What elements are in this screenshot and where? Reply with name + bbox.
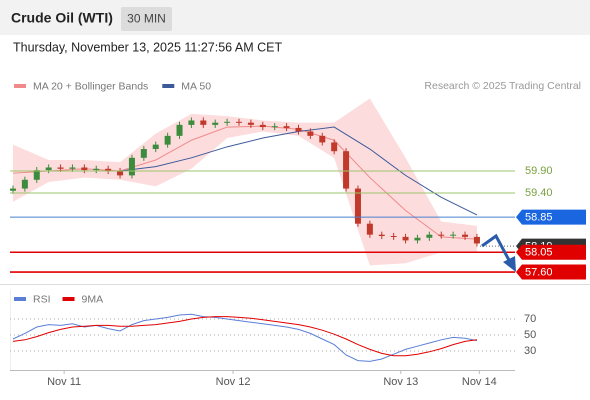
legend-swatch	[14, 297, 26, 301]
level-label: 58.85	[525, 212, 553, 224]
candle-body	[473, 236, 480, 244]
level-label: 59.40	[525, 187, 553, 199]
candle-body	[69, 167, 76, 169]
x-tick-label: Nov 14	[462, 376, 497, 388]
candle-body	[426, 234, 433, 238]
candle-body	[343, 151, 350, 189]
candle-body	[117, 170, 124, 176]
candle-body	[33, 170, 40, 180]
level-label-box	[516, 209, 586, 225]
candle-body	[200, 120, 207, 125]
candle-body	[21, 179, 28, 189]
candle-body	[45, 167, 52, 171]
candle-body	[212, 122, 219, 125]
candle-body	[247, 122, 254, 125]
candle-body	[331, 142, 338, 152]
candle-body	[319, 135, 326, 143]
candle-body	[140, 149, 147, 158]
forecast-arrowhead	[503, 256, 516, 272]
legend-label: 9MA	[82, 293, 104, 305]
candle-body	[164, 135, 171, 145]
candle-body	[224, 121, 231, 123]
candle-body	[307, 131, 314, 136]
y-tick-label: 30	[524, 345, 536, 357]
candle-body	[93, 168, 100, 171]
legend-label: MA 50	[181, 80, 211, 92]
forecast-arrow	[481, 233, 512, 263]
candle-body	[176, 124, 183, 136]
candle-body	[390, 236, 397, 237]
candle-body	[462, 234, 469, 237]
x-tick-label: Nov 12	[216, 376, 251, 388]
credit: Research © 2025 Trading Central	[424, 80, 581, 92]
candle-body	[402, 236, 409, 241]
x-tick-label: Nov 11	[47, 376, 81, 388]
x-tick-label: Nov 13	[383, 376, 418, 388]
candle-body	[128, 157, 135, 176]
legend-label: RSI	[33, 293, 51, 305]
y-tick-label: 50	[524, 329, 536, 341]
candle-body	[271, 126, 278, 128]
legend-swatch	[162, 84, 175, 88]
date: Thursday, November 13, 2025 11:27:56 AM …	[13, 40, 282, 54]
candle-body	[152, 144, 159, 150]
candle-body	[81, 167, 88, 171]
candle-body	[366, 223, 373, 235]
candle-body	[450, 234, 457, 236]
header-bar	[0, 0, 590, 35]
candle-body	[57, 167, 64, 169]
y-tick-label: 70	[524, 313, 536, 325]
level-label: 59.90	[525, 165, 553, 177]
candle-body	[283, 126, 290, 128]
indicator-line	[12, 316, 477, 357]
candle-body	[259, 124, 266, 128]
candle-body	[354, 188, 361, 224]
ma-line	[12, 125, 477, 240]
level-label-box	[516, 264, 586, 280]
candle-body	[105, 168, 112, 171]
level-label-box	[516, 244, 586, 260]
timeframe-box	[121, 7, 172, 31]
timeframe: 30 MIN	[127, 12, 166, 26]
legend-swatch	[62, 297, 75, 301]
candle-body	[414, 237, 421, 241]
chart-title: Crude Oil (WTI)	[11, 10, 113, 26]
indicator-line	[12, 313, 478, 362]
candle-body	[295, 127, 302, 132]
legend-swatch	[14, 84, 26, 88]
level-label: 57.60	[525, 266, 553, 278]
level-label: 58.05	[525, 247, 553, 259]
candle-body	[188, 120, 195, 125]
legend-label: MA 20 + Bollinger Bands	[33, 80, 148, 92]
candle-body	[378, 234, 385, 236]
candle-body	[438, 234, 445, 236]
candle-body	[236, 121, 243, 123]
candle-body	[9, 188, 16, 191]
